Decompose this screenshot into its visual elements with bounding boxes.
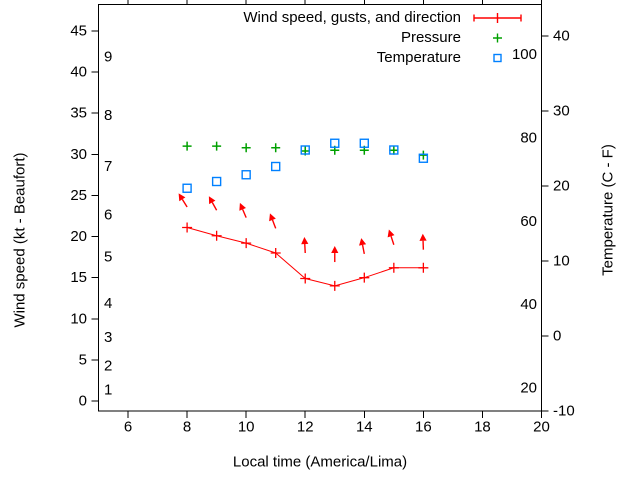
wind-direction-arrows — [178, 193, 427, 263]
svg-text:0: 0 — [553, 328, 561, 345]
svg-text:80: 80 — [520, 130, 537, 147]
fahrenheit-labels: 100 80 60 40 20 — [512, 46, 537, 396]
legend-item-pressure: Pressure — [0, 28, 523, 48]
svg-text:5: 5 — [104, 248, 112, 265]
legend: Wind speed, gusts, and direction Pressur… — [0, 8, 523, 68]
celsius-tick-labels: 40 30 20 10 0 -10 — [541, 28, 575, 420]
wind-speed-series — [182, 222, 429, 291]
svg-text:20: 20 — [520, 380, 537, 397]
svg-text:3: 3 — [104, 329, 112, 346]
svg-text:45: 45 — [70, 23, 87, 40]
svg-text:18: 18 — [474, 419, 491, 436]
svg-text:-10: -10 — [553, 403, 575, 420]
svg-text:20: 20 — [533, 419, 550, 436]
svg-text:35: 35 — [70, 105, 87, 122]
x-axis-ticks: 6 8 10 12 14 16 18 20 — [124, 0, 550, 436]
svg-text:30: 30 — [553, 103, 570, 120]
svg-text:4: 4 — [104, 295, 112, 312]
svg-text:8: 8 — [104, 107, 112, 124]
legend-label-pressure: Pressure — [400, 29, 461, 46]
svg-text:30: 30 — [70, 146, 87, 163]
svg-text:2: 2 — [104, 358, 112, 375]
svg-text:6: 6 — [124, 419, 132, 436]
pressure-series — [182, 141, 428, 160]
svg-text:0: 0 — [79, 393, 87, 410]
wind-errorbar-icon — [461, 9, 523, 27]
legend-item-wind: Wind speed, gusts, and direction — [0, 8, 523, 28]
legend-label-temperature: Temperature — [376, 49, 461, 66]
svg-text:16: 16 — [415, 419, 432, 436]
svg-text:9: 9 — [104, 48, 112, 65]
legend-label-wind: Wind speed, gusts, and direction — [243, 9, 461, 26]
plot-border — [98, 4, 542, 412]
svg-text:40: 40 — [553, 28, 570, 45]
svg-text:5: 5 — [79, 351, 87, 368]
svg-text:100: 100 — [512, 46, 537, 63]
svg-text:15: 15 — [70, 269, 87, 286]
pressure-plus-icon — [461, 29, 523, 47]
svg-text:10: 10 — [70, 310, 87, 327]
svg-text:10: 10 — [238, 419, 255, 436]
svg-text:14: 14 — [356, 419, 373, 436]
svg-text:40: 40 — [520, 296, 537, 313]
temperature-series — [182, 138, 429, 193]
svg-text:25: 25 — [70, 187, 87, 204]
y-left-axis-title: Wind speed (kt - Beaufort) — [11, 152, 29, 328]
x-axis-title: Local time (America/Lima) — [232, 453, 408, 471]
svg-text:20: 20 — [70, 228, 87, 245]
temperature-square-icon — [461, 49, 523, 67]
svg-text:7: 7 — [104, 158, 112, 175]
svg-text:40: 40 — [70, 64, 87, 81]
svg-text:8: 8 — [183, 419, 191, 436]
beaufort-labels: 1 2 3 4 5 6 7 8 9 — [104, 48, 112, 398]
svg-text:10: 10 — [553, 253, 570, 270]
svg-text:6: 6 — [104, 206, 112, 223]
y-right-axis-title: Temperature (C - F) — [599, 144, 617, 276]
legend-item-temperature: Temperature — [0, 48, 523, 68]
svg-text:20: 20 — [553, 178, 570, 195]
svg-text:12: 12 — [297, 419, 314, 436]
kt-tick-labels: 0 5 10 15 20 25 30 35 40 45 — [70, 23, 99, 410]
svg-text:60: 60 — [520, 213, 537, 230]
svg-text:1: 1 — [104, 381, 112, 398]
